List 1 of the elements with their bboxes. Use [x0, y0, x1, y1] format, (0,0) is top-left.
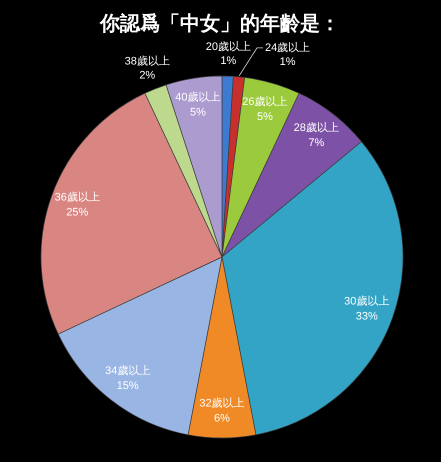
title: 你認爲「中女」的年齡是：: [100, 13, 340, 35]
